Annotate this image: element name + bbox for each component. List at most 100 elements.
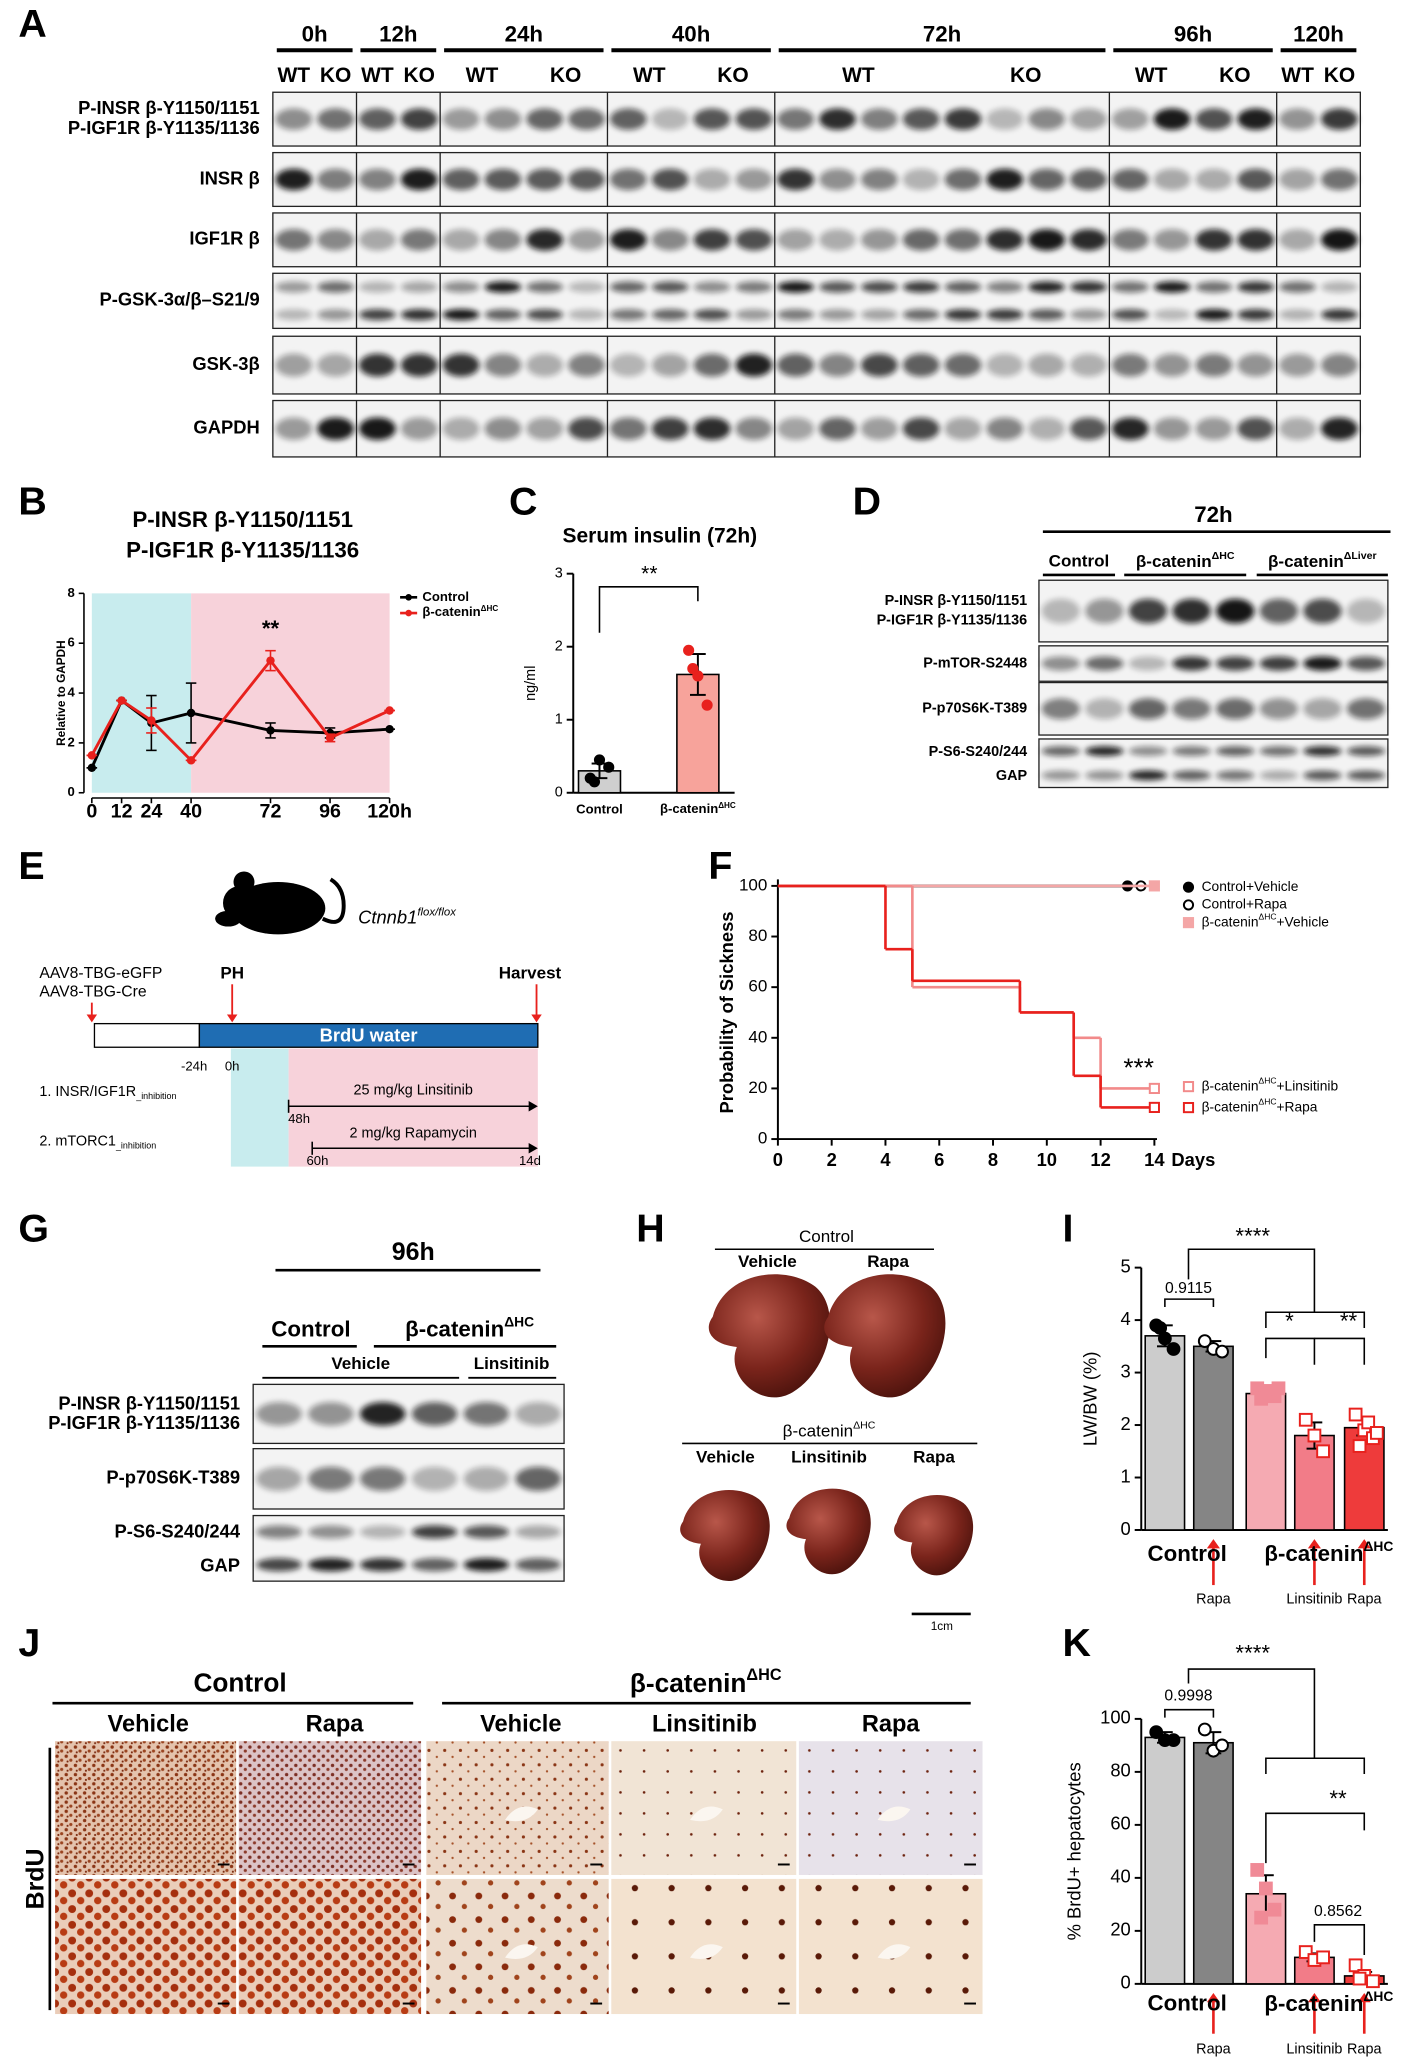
text-part: β-catenin bbox=[1264, 1991, 1363, 2016]
y-tick-label: 20 bbox=[748, 1078, 767, 1097]
data-point bbox=[117, 696, 126, 705]
legend-marker bbox=[1182, 899, 1195, 911]
blot-band bbox=[1303, 656, 1342, 671]
x-tick-label: Rapa bbox=[1347, 2041, 1382, 2057]
marker bbox=[1153, 1321, 1168, 1335]
x-tick-label: 0 bbox=[86, 801, 97, 823]
blot-band bbox=[442, 168, 480, 191]
blot-band bbox=[777, 281, 815, 293]
blot-band bbox=[860, 108, 898, 130]
blot-band bbox=[359, 168, 396, 191]
data-point bbox=[266, 656, 275, 665]
genotype-label: WT bbox=[842, 64, 875, 87]
legend-marker bbox=[405, 594, 412, 601]
blot-band bbox=[359, 353, 396, 377]
blot-band bbox=[1279, 229, 1316, 251]
blot-band bbox=[693, 309, 731, 321]
early-phase bbox=[230, 1048, 289, 1167]
blot-band bbox=[359, 309, 396, 321]
blot-band bbox=[609, 309, 647, 321]
y-tick-label: 60 bbox=[1110, 1813, 1130, 1834]
blot-band bbox=[526, 168, 564, 191]
significance: **** bbox=[1235, 1223, 1270, 1248]
marker bbox=[1149, 1725, 1164, 1740]
blot-band bbox=[1172, 746, 1211, 756]
blot-band bbox=[902, 309, 940, 321]
blot-band bbox=[1195, 168, 1233, 191]
blot-band bbox=[777, 108, 815, 130]
blot-band bbox=[317, 309, 354, 321]
x-tick-label: 12 bbox=[1090, 1149, 1110, 1170]
blot-band bbox=[1216, 598, 1255, 624]
legend-label: β-cateninΔHC bbox=[422, 604, 498, 620]
significance: 0.9115 bbox=[1165, 1280, 1212, 1297]
y-axis-label: ng/ml bbox=[523, 666, 539, 701]
blot-band bbox=[526, 229, 564, 251]
arrow-head bbox=[531, 1014, 542, 1023]
marker bbox=[1348, 1958, 1363, 1973]
text-part: ΔHC bbox=[1259, 1076, 1277, 1086]
data-point bbox=[147, 716, 156, 725]
blot-band bbox=[256, 1558, 302, 1572]
text-part: ΔHC bbox=[481, 604, 499, 613]
blot-band bbox=[1259, 698, 1299, 720]
time-label: 24h bbox=[505, 22, 543, 47]
blot-band bbox=[1259, 770, 1299, 781]
significance: ** bbox=[641, 563, 657, 586]
y-tick-label: 0 bbox=[1121, 1972, 1131, 1993]
text-part: ΔHC bbox=[1363, 1988, 1393, 2004]
y-tick-label: 80 bbox=[1110, 1760, 1130, 1781]
marker bbox=[1352, 1971, 1367, 1986]
blot-band bbox=[986, 229, 1024, 251]
blot-band bbox=[1237, 281, 1275, 293]
time-label: 60h bbox=[307, 1153, 329, 1168]
blot-band bbox=[944, 229, 982, 251]
blot-band bbox=[1237, 108, 1275, 130]
comparison-bracket bbox=[1265, 1311, 1366, 1328]
blot-band bbox=[1111, 108, 1149, 130]
blot-band bbox=[1279, 353, 1316, 377]
group-label: Control bbox=[1148, 1541, 1227, 1566]
text-part: β-catenin bbox=[1202, 1078, 1259, 1093]
blot-band bbox=[651, 353, 689, 377]
blot-band bbox=[693, 281, 731, 293]
blot-band bbox=[359, 417, 396, 441]
arrow-head bbox=[1206, 1993, 1220, 2003]
legend-label: Control+Rapa bbox=[1202, 897, 1288, 912]
blot-band bbox=[484, 309, 522, 321]
blot-band bbox=[442, 417, 480, 441]
blot-band bbox=[359, 108, 396, 130]
blot-band bbox=[1153, 281, 1191, 293]
genotype-label: KO bbox=[1219, 64, 1250, 87]
blot-band bbox=[1321, 353, 1358, 377]
arrow-head bbox=[1307, 1993, 1321, 2003]
vessel bbox=[877, 1944, 911, 1959]
blot-band bbox=[609, 229, 647, 251]
group-label: β-cateninΔHC bbox=[1136, 550, 1235, 571]
blot-band bbox=[777, 353, 815, 377]
comparison-bracket bbox=[1265, 1812, 1366, 1864]
blot-frame bbox=[252, 1514, 565, 1582]
blot-row-label: P-S6-S240/244 bbox=[929, 744, 1028, 760]
treatment-label: Linsitinib bbox=[791, 1447, 867, 1466]
genotype-label: KO bbox=[320, 64, 351, 87]
x-tick-label: 14 bbox=[1144, 1149, 1165, 1170]
blot-band bbox=[484, 353, 522, 377]
text-part: +Rapa bbox=[1277, 1099, 1318, 1114]
marker bbox=[701, 699, 713, 711]
treatment-label: Vehicle bbox=[738, 1252, 797, 1271]
panel-letter: G bbox=[18, 1206, 49, 1250]
blot-band bbox=[256, 1402, 302, 1426]
blot-band bbox=[1216, 746, 1255, 756]
text-part: β-catenin bbox=[1202, 1099, 1259, 1114]
legend-label: β-cateninΔHC+Linsitinib bbox=[1202, 1076, 1339, 1093]
blot-band bbox=[568, 417, 605, 441]
blot-band bbox=[1028, 168, 1066, 191]
blot-band bbox=[1279, 281, 1316, 293]
blot-band bbox=[359, 1558, 406, 1572]
blot-band bbox=[735, 309, 773, 321]
blot-band bbox=[944, 353, 982, 377]
significance: ** bbox=[262, 616, 280, 641]
genotype-label: KO bbox=[1010, 64, 1041, 87]
blot-band bbox=[693, 108, 731, 130]
